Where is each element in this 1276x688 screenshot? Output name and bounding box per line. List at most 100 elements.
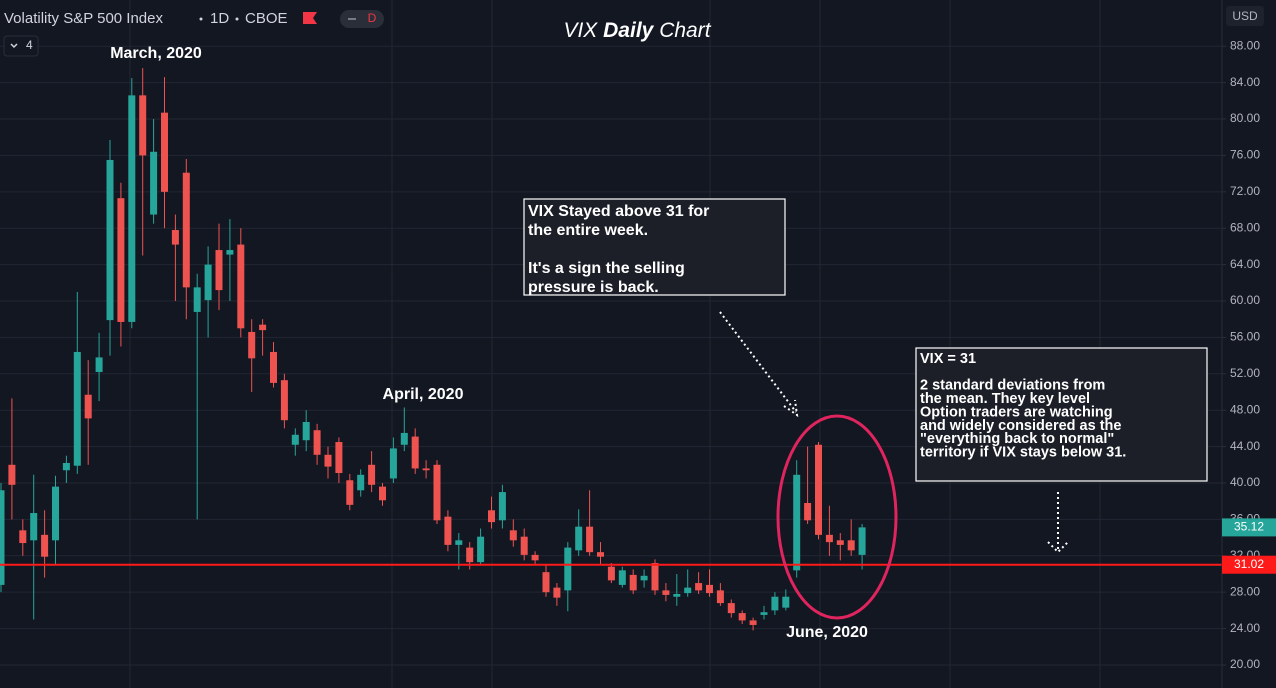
candle-body — [629, 574, 637, 591]
candle-body — [597, 552, 604, 557]
y-tick-label: 76.00 — [1230, 148, 1260, 162]
candle-body — [520, 536, 528, 555]
candle-body — [171, 230, 179, 245]
note-line: and widely considered as the — [920, 418, 1121, 434]
note-line: Option traders are watching — [920, 404, 1113, 420]
candle-body — [815, 444, 822, 535]
note-line: VIX Stayed above 31 for — [528, 203, 709, 220]
candle-body — [684, 587, 692, 594]
candle-body — [379, 486, 386, 501]
candle-body — [335, 442, 343, 473]
candle-body — [193, 287, 201, 312]
candle-body — [673, 594, 681, 597]
title-part: Chart — [659, 19, 712, 42]
y-tick-label: 56.00 — [1230, 330, 1260, 344]
y-tick-label: 44.00 — [1230, 439, 1260, 453]
candle-body — [161, 112, 168, 192]
candle-body — [509, 530, 517, 541]
candle-body — [433, 464, 441, 521]
candle-body — [400, 432, 408, 445]
candle-body — [793, 474, 801, 571]
candle-body — [411, 436, 419, 469]
candle-body — [259, 324, 267, 331]
note-box — [915, 347, 1208, 482]
note-line: territory if VIX stays below 31. — [920, 445, 1126, 461]
y-tick-label: 40.00 — [1230, 475, 1260, 489]
candle-body — [488, 510, 495, 523]
time-grid — [129, 0, 1101, 688]
candle-body — [564, 547, 572, 591]
candle-body — [52, 486, 59, 541]
candle-body — [618, 570, 626, 585]
symbol: Volatility S&P 500 Index — [4, 10, 163, 27]
candle-body — [825, 534, 833, 543]
arrow-head — [783, 399, 799, 418]
candle-body — [695, 583, 703, 591]
currency-box[interactable] — [1226, 6, 1264, 26]
note-line: "everything back to normal" — [920, 431, 1114, 447]
candle-body — [771, 596, 779, 611]
y-tick-label: 68.00 — [1230, 220, 1260, 234]
candle-body — [357, 474, 365, 491]
candle-body — [84, 394, 92, 419]
candle-body — [313, 430, 321, 455]
interval: 1D — [210, 10, 229, 27]
candle-body — [389, 448, 397, 479]
candle-body — [542, 572, 550, 593]
candle-body — [444, 516, 452, 545]
candle-body — [738, 613, 746, 621]
indicators-box[interactable] — [3, 35, 39, 57]
badge-box[interactable] — [340, 10, 384, 28]
y-tick-label: 88.00 — [1230, 38, 1260, 52]
candle-body — [291, 434, 299, 445]
candle-body — [324, 454, 332, 467]
candle-body — [586, 526, 594, 553]
candle-body — [19, 530, 27, 544]
candle-body — [607, 566, 615, 581]
candle-body — [302, 422, 310, 441]
note-line: pressure is back. — [528, 279, 659, 296]
price-tags: 35.12 31.02 — [1222, 518, 1276, 574]
badge: D — [368, 11, 377, 25]
candle-body — [498, 492, 506, 521]
candle-body — [760, 612, 768, 615]
note-box — [523, 198, 786, 296]
y-tick-label: 24.00 — [1230, 621, 1260, 635]
period-label: June, 2020 — [786, 624, 868, 641]
chevron — [10, 43, 18, 49]
price-tag — [1222, 555, 1276, 574]
candle-body — [270, 351, 277, 383]
candle-body — [477, 536, 485, 563]
candle-body — [150, 151, 158, 215]
candle-body — [858, 527, 866, 555]
candle-body — [8, 464, 16, 485]
pointer-arrow — [719, 311, 797, 413]
y-tick-label: 84.00 — [1230, 75, 1260, 89]
candle-body — [204, 264, 212, 301]
flag-icon[interactable] — [303, 12, 317, 24]
candle-body — [62, 462, 70, 471]
candle-body — [466, 547, 474, 563]
candle-body — [727, 603, 735, 614]
candle-body — [248, 331, 256, 359]
y-tick-label: 64.00 — [1230, 257, 1260, 271]
note-line: It's a sign the selling — [528, 260, 685, 277]
candle-body — [804, 503, 812, 521]
candle-body — [716, 590, 724, 604]
note-line: the entire week. — [528, 222, 648, 239]
highlight-circle — [776, 414, 898, 620]
separator — [235, 17, 239, 21]
candle-body — [280, 380, 288, 421]
candle-body — [575, 526, 583, 551]
candle-body — [782, 596, 790, 608]
y-tick-label: 72.00 — [1230, 184, 1260, 198]
note-line: 2 standard deviations from — [920, 378, 1105, 394]
candle-body — [749, 620, 757, 625]
candle-body — [640, 575, 648, 581]
y-tick-label: 52.00 — [1230, 366, 1260, 380]
exchange: CBOE — [245, 10, 288, 27]
candle-body — [651, 563, 659, 591]
candles — [0, 68, 866, 631]
